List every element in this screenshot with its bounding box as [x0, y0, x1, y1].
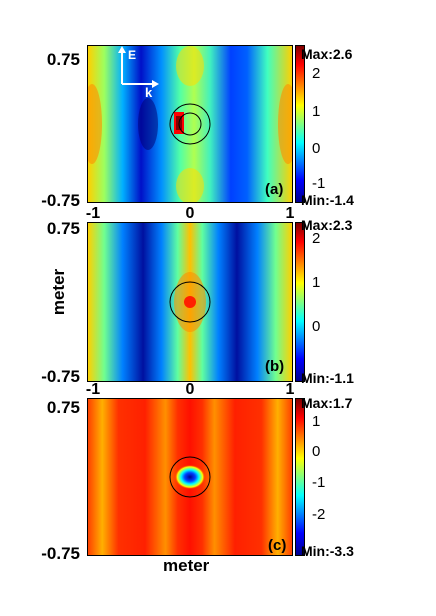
ytick-top-a: 0.75: [46, 50, 80, 69]
cb-tick-b-2: 2: [312, 230, 321, 247]
colorbar-max-a: Max:2.6: [301, 46, 353, 62]
cb-tick-b-0: 0: [312, 318, 321, 335]
cb-tick-a-2: 2: [312, 65, 321, 82]
xtick-a-0: 0: [185, 205, 195, 222]
cb-tick-a-0: 0: [312, 140, 321, 157]
scatterer-outline-b: [169, 281, 211, 323]
panel-label-a: (a): [265, 181, 284, 198]
ytick-bottom-c: -0.75: [41, 544, 80, 563]
scatterer-outline-a: [169, 103, 211, 145]
field-svg-c: [88, 399, 292, 555]
panel-label-c: (c): [268, 537, 287, 554]
colorbar-a: [295, 45, 305, 203]
panel-label-b: (b): [265, 358, 285, 375]
field-plot-c: [87, 398, 293, 556]
k-label: k: [145, 85, 153, 100]
cb-tick-c-m2: -2: [312, 506, 326, 523]
ytick-top-c: 0.75: [46, 398, 80, 417]
colorbar-c: [295, 398, 305, 556]
e-label: E: [128, 48, 137, 62]
cb-tick-c-0: 0: [312, 443, 321, 460]
xtick-a-1: 1: [285, 205, 295, 222]
hotspot-c: [175, 465, 205, 489]
field-plot-a: [87, 45, 293, 203]
ylabel: meter: [49, 268, 69, 316]
field-svg-a: [88, 46, 292, 202]
ytick-bottom-b: -0.75: [41, 367, 80, 386]
ytick-top-b: 0.75: [46, 219, 80, 238]
ytick-bottom-a: -0.75: [41, 191, 80, 210]
colorbar-min-c: Min:-3.3: [301, 543, 354, 559]
xtick-b-0: 0: [185, 381, 195, 398]
cb-tick-a-1: 1: [312, 103, 321, 120]
xtick-a-m1: -1: [85, 205, 101, 222]
colorbar-min-a: Min:-1.4: [301, 192, 354, 208]
scatterer-outline-c: [169, 456, 211, 498]
field-svg-b: [88, 223, 292, 381]
cb-tick-c-1: 1: [312, 413, 321, 430]
colorbar-max-b: Max:2.3: [301, 217, 353, 233]
cb-tick-c-m1: -1: [312, 474, 326, 491]
xtick-b-m1: -1: [85, 381, 101, 398]
xtick-b-1: 1: [285, 381, 295, 398]
cb-tick-b-1: 1: [312, 274, 321, 291]
hotspot-b: [184, 296, 196, 308]
colorbar-max-c: Max:1.7: [301, 395, 353, 411]
field-plot-b: [87, 222, 293, 382]
xlabel: meter: [163, 556, 210, 575]
cb-tick-a-m1: -1: [312, 175, 326, 192]
colorbar-min-b: Min:-1.1: [301, 370, 354, 386]
colorbar-b: [295, 222, 305, 382]
polarization-arrows: [118, 46, 159, 88]
